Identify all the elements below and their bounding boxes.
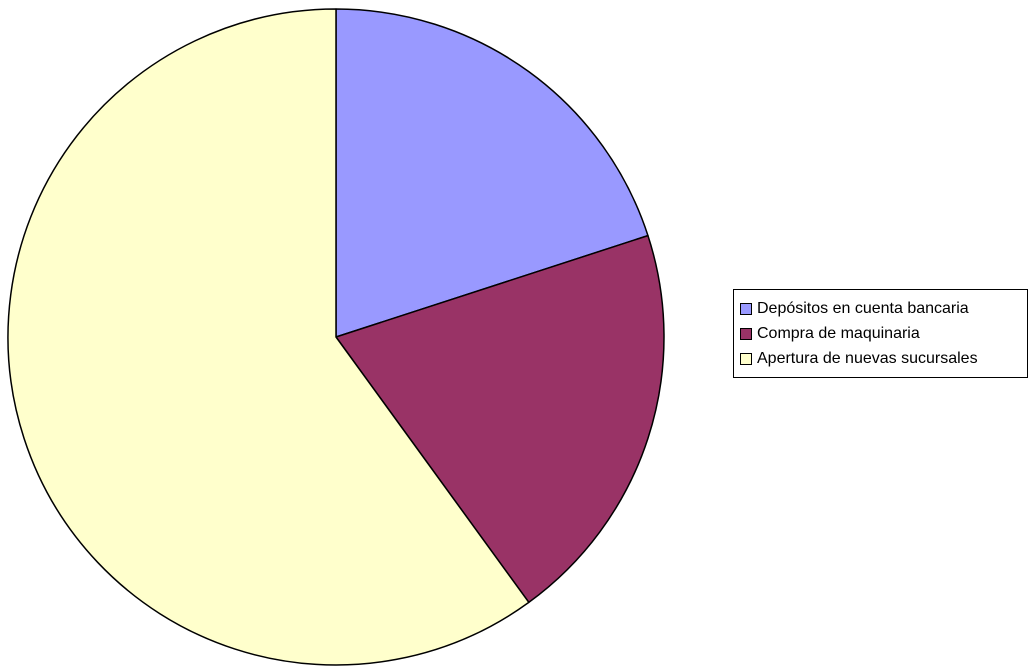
legend-swatch-sucursales (740, 352, 752, 365)
pie-slice-maquinaria (335, 234, 665, 604)
legend-swatch-depositos (740, 302, 752, 315)
legend-item-depositos: Depósitos en cuenta bancaria (740, 296, 1027, 321)
pie-slice-sucursales (7, 8, 530, 666)
legend-label-maquinaria: Compra de maquinaria (757, 324, 920, 342)
legend-item-sucursales: Apertura de nuevas sucursales (740, 346, 1027, 371)
legend-swatch-maquinaria (740, 327, 752, 340)
pie-chart (7, 8, 665, 666)
legend-label-sucursales: Apertura de nuevas sucursales (757, 349, 978, 367)
legend-label-depositos: Depósitos en cuenta bancaria (757, 299, 969, 317)
legend-item-maquinaria: Compra de maquinaria (740, 321, 1027, 346)
chart-legend: Depósitos en cuenta bancaria Compra de m… (733, 289, 1028, 378)
pie-slice-depositos (335, 8, 649, 338)
